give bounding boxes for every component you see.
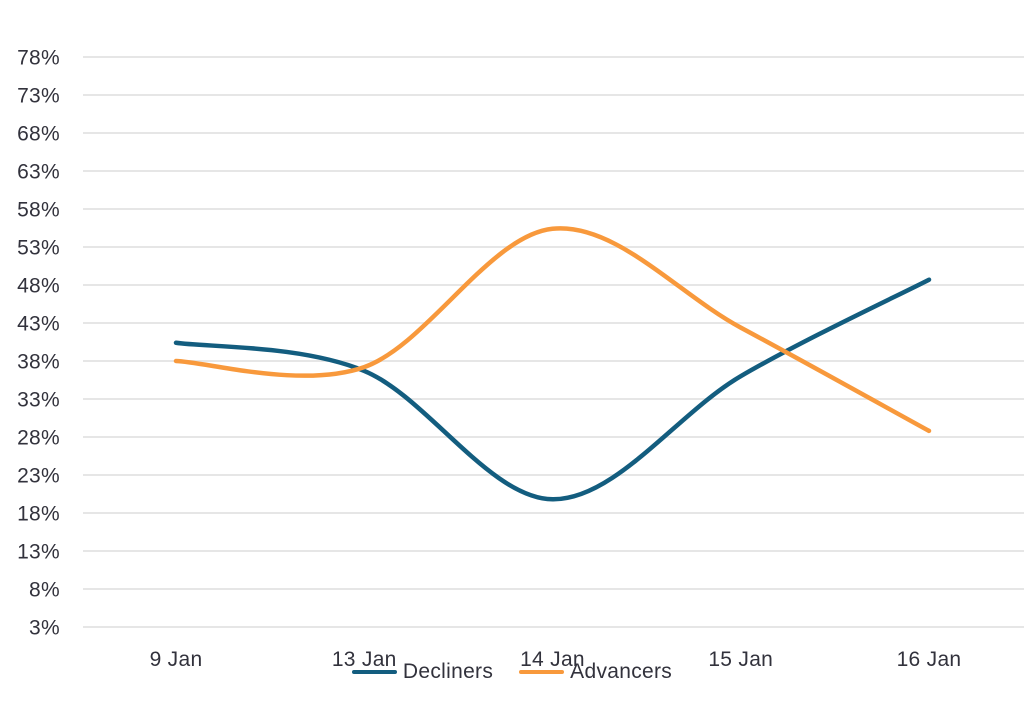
y-tick-label: 18% xyxy=(17,503,60,526)
legend-item-advancers[interactable]: Advancers xyxy=(519,660,672,684)
y-tick-label: 38% xyxy=(17,351,60,374)
y-tick-label: 23% xyxy=(17,465,60,488)
x-tick-label: 15 Jan xyxy=(708,648,773,671)
y-tick-label: 68% xyxy=(17,123,60,146)
y-tick-label: 3% xyxy=(29,617,60,640)
series-line-decliners xyxy=(173,277,932,502)
y-tick-label: 28% xyxy=(17,427,60,450)
y-tick-label: 43% xyxy=(17,313,60,336)
x-tick-label: 9 Jan xyxy=(150,648,203,671)
series-line-advancers xyxy=(173,226,932,434)
chart-legend: Decliners Advancers xyxy=(0,660,1024,684)
y-tick-label: 33% xyxy=(17,389,60,412)
y-tick-label: 58% xyxy=(17,199,60,222)
y-tick-label: 53% xyxy=(17,237,60,260)
x-tick-label: 14 Jan xyxy=(520,648,585,671)
y-tick-label: 78% xyxy=(17,47,60,70)
legend-label: Advancers xyxy=(570,660,673,683)
legend-label: Decliners xyxy=(402,660,494,683)
legend-swatch-advancers xyxy=(519,670,565,674)
legend-swatch-decliners xyxy=(351,670,397,674)
y-tick-label: 48% xyxy=(17,275,60,298)
y-tick-label: 8% xyxy=(29,579,60,602)
x-tick-label: 13 Jan xyxy=(332,648,397,671)
y-tick-label: 73% xyxy=(17,85,60,108)
y-tick-label: 13% xyxy=(17,541,60,564)
y-tick-label: 63% xyxy=(17,161,60,184)
legend-item-decliners[interactable]: Decliners xyxy=(351,660,494,684)
x-tick-label: 16 Jan xyxy=(897,648,962,671)
